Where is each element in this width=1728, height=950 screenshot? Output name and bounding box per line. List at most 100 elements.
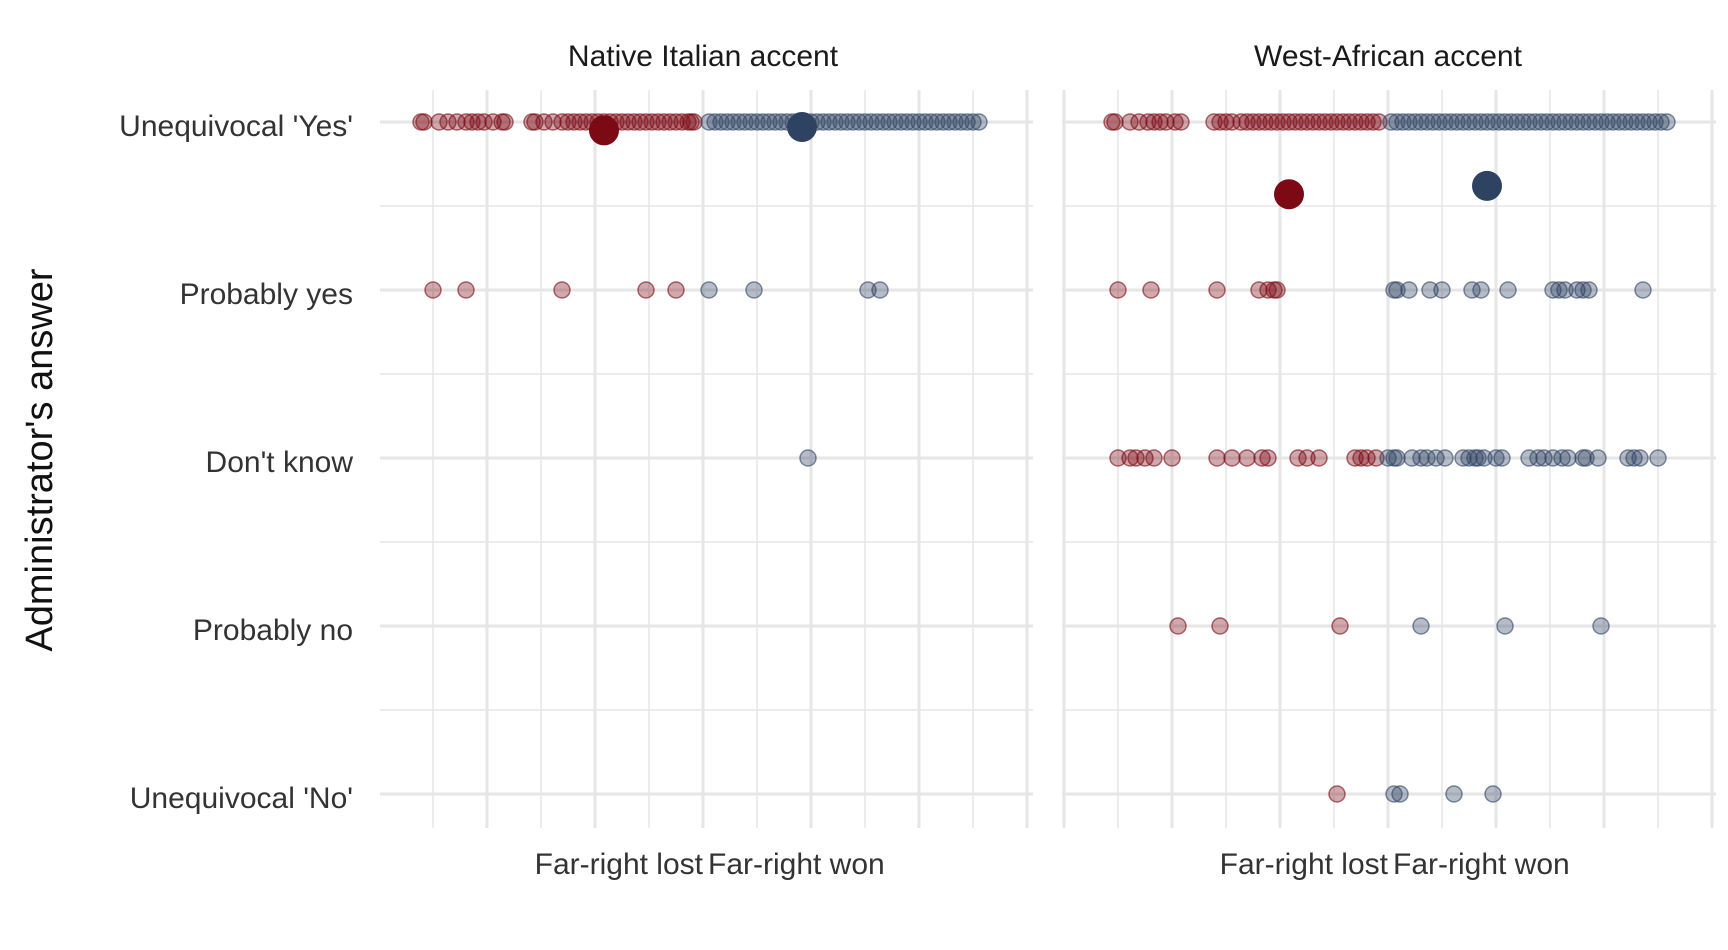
data-point-won [1553,449,1571,467]
data-point-won [1508,113,1526,131]
data-point-lost [1250,113,1268,131]
data-point-won [1478,113,1496,131]
data-point-won [1388,281,1406,299]
data-point-lost [1145,113,1163,131]
data-point-won [1556,113,1574,131]
data-point-won [1385,785,1403,803]
data-point-won [1544,281,1562,299]
data-point-lost [667,113,685,131]
data-point-won [1460,449,1478,467]
data-point-lost [1163,449,1181,467]
data-point-lost [1232,113,1250,131]
data-point-lost [1331,617,1349,635]
data-point-won [1412,449,1430,467]
data-point-won [868,113,886,131]
data-point-lost [1223,449,1241,467]
data-point-won [1604,113,1622,131]
data-point-lost [1298,113,1316,131]
data-point-won [1538,113,1556,131]
data-point-lost [1145,449,1163,467]
data-point-lost [1346,113,1364,131]
data-point-lost [1127,449,1145,467]
data-point-won [1574,113,1592,131]
data-point-won [1658,113,1676,131]
panel-title-west-african: West-African accent [1254,40,1523,73]
data-point-lost [553,281,571,299]
data-point-won [844,113,862,131]
data-point-won [1472,281,1490,299]
data-point-lost [1166,113,1184,131]
data-point-won [1520,113,1538,131]
data-point-lost [1328,785,1346,803]
data-point-lost [625,113,643,131]
data-point-won [718,113,736,131]
data-point-won [1544,449,1562,467]
data-point-lost [1262,113,1280,131]
data-point-won [1544,113,1562,131]
data-point-lost [1223,113,1241,131]
data-point-won [1532,113,1550,131]
mean-point-lost [589,115,619,146]
data-point-lost [685,113,703,131]
data-point-lost [1106,113,1124,131]
data-point-won [1592,113,1610,131]
data-point-won [1403,449,1421,467]
data-point-won [1433,281,1451,299]
data-point-won [1412,113,1430,131]
data-point-lost [1151,113,1169,131]
data-point-lost [1298,449,1316,467]
data-point-lost [535,113,553,131]
data-point-won [1580,113,1598,131]
data-point-won [1454,449,1472,467]
data-point-won [1598,113,1616,131]
data-point-won [946,113,964,131]
data-point-won [742,113,760,131]
data-point-won [862,113,880,131]
data-point-won [1496,617,1514,635]
data-point-won [1427,449,1445,467]
data-point-lost [1328,113,1346,131]
data-point-won [1445,785,1463,803]
data-point-won [1493,449,1511,467]
x-tick-label-far-right-lost-panel-2: Far-right lost [1220,848,1389,881]
data-point-won [1466,113,1484,131]
data-point-won [1652,113,1670,131]
data-point-lost [1109,281,1127,299]
data-point-won [1631,449,1649,467]
data-point-won [874,113,892,131]
data-point-won [1610,113,1628,131]
data-point-lost [1292,113,1310,131]
data-point-won [730,113,748,131]
data-point-lost [1367,449,1385,467]
data-point-won [859,281,877,299]
data-point-lost [457,113,475,131]
data-point-won [1580,281,1598,299]
data-point-lost [1142,281,1160,299]
data-point-lost [1274,113,1292,131]
data-point-won [1640,113,1658,131]
data-point-lost [439,113,457,131]
data-point-won [1634,113,1652,131]
data-point-won [712,113,730,131]
mean-point-won [1472,170,1502,201]
data-point-lost [637,281,655,299]
data-point-lost [1253,449,1271,467]
data-point-lost [571,113,589,131]
data-point-won [880,113,898,131]
data-point-lost [1121,113,1139,131]
data-point-lost [484,113,502,131]
data-point-won [700,281,718,299]
data-point-lost [1238,449,1256,467]
data-point-lost [1139,113,1157,131]
data-point-won [1394,113,1412,131]
data-point-lost [544,113,562,131]
data-point-won [1382,113,1400,131]
data-point-lost [661,113,679,131]
x-tick-label-far-right-won-panel-2: Far-right won [1393,848,1570,881]
data-point-won [1475,449,1493,467]
data-point-won [1619,449,1637,467]
data-point-won [724,113,742,131]
data-point-won [748,113,766,131]
data-point-lost [469,113,487,131]
data-point-won [1634,281,1652,299]
